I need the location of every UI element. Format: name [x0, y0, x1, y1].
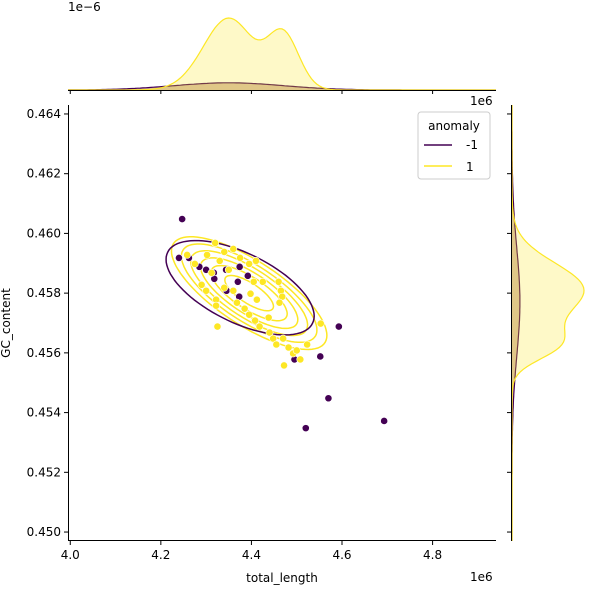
scatter-point-neg1: [301, 424, 310, 433]
x-tick-label: 4.4: [242, 548, 261, 562]
joint-axes: 4.0 4.2 4.4 4.6 4.8 0.4500.4520.4540.4560.45…: [0, 105, 496, 585]
scatter-point-pos1: [213, 322, 222, 331]
scatter-point-pos1: [215, 256, 224, 265]
scatter-point-pos1: [197, 280, 206, 289]
scatter-point-pos1: [203, 251, 211, 259]
legend-title: anomaly: [428, 119, 480, 133]
right-marginal-ticks: [507, 113, 511, 533]
scatter-point-neg1: [324, 394, 333, 403]
scatter-point-neg1: [380, 417, 389, 425]
y-tick-label: 0.464: [27, 107, 61, 121]
scatter-point-pos1: [233, 298, 241, 307]
scatter-point-pos1: [252, 295, 261, 304]
y-tick-label: 0.458: [27, 286, 61, 300]
scatter-point-pos1: [249, 277, 258, 286]
y-tick-label: 0.460: [27, 226, 61, 240]
scatter-point-pos1: [303, 340, 312, 349]
scatter-point-neg1: [178, 215, 187, 223]
scatter-point-neg1: [235, 262, 244, 271]
right-marginal-plot: 1e6: [470, 94, 585, 541]
scatter-point-pos1: [207, 268, 216, 277]
x-axis-label: total_length: [246, 571, 318, 585]
y-tick-label: 0.456: [27, 346, 61, 360]
y-tick-label: 0.454: [27, 406, 61, 420]
scatter-point-pos1: [272, 340, 281, 349]
y-axis-label: GC_content: [0, 288, 13, 358]
top-marginal-offset-label: 1e−6: [68, 0, 101, 14]
scatter-point-pos1: [269, 334, 278, 343]
y-tick-label: 0.462: [27, 167, 61, 181]
scatter-point-neg1: [334, 322, 343, 331]
scatter-point-pos1: [284, 343, 293, 352]
legend: anomaly -1 1: [417, 111, 491, 180]
scatter-point-pos1: [255, 322, 264, 331]
legend-label-neg1: -1: [466, 138, 478, 152]
scatter-point-pos1: [183, 251, 192, 259]
scatter-point-pos1: [190, 259, 199, 268]
scatter-point-pos1: [264, 313, 273, 322]
legend-label-pos1: 1: [466, 160, 474, 174]
scatter-point-pos1: [296, 355, 305, 364]
top-marginal-plot: 1e−6: [68, 0, 496, 94]
scatter-point-pos1: [316, 319, 325, 328]
x-axis-offset-label: 1e6: [470, 570, 493, 584]
top-marginal-ticks: [69, 90, 434, 94]
kde-contour-pos1: [224, 274, 275, 312]
scatter-point-pos1: [251, 316, 259, 325]
scatter-point-pos1: [275, 298, 284, 307]
scatter-points: [175, 215, 389, 433]
top-marginal-fill-neg1: [68, 82, 496, 90]
x-tick-label: 4.6: [332, 548, 351, 562]
scatter-point-pos1: [274, 277, 283, 286]
scatter-point-pos1: [265, 328, 274, 337]
scatter-point-pos1: [245, 310, 254, 319]
scatter-point-pos1: [220, 283, 229, 292]
scatter-point-pos1: [220, 248, 229, 256]
scatter-point-pos1: [212, 301, 221, 310]
scatter-point-pos1: [252, 256, 260, 265]
scatter-point-pos1: [258, 277, 267, 286]
scatter-point-neg1: [316, 352, 325, 361]
x-tick-label: 4.8: [423, 548, 442, 562]
x-tick-label: 4.0: [61, 548, 80, 562]
scatter-point-pos1: [279, 334, 288, 343]
scatter-point-pos1: [280, 361, 288, 370]
scatter-point-pos1: [229, 286, 238, 295]
scatter-point-pos1: [224, 265, 233, 274]
scatter-point-pos1: [246, 289, 255, 298]
scatter-point-pos1: [292, 346, 301, 355]
y-tick-label: 0.450: [27, 525, 61, 539]
x-tick-label: 4.2: [151, 548, 170, 562]
scatter-point-pos1: [236, 253, 245, 262]
scatter-point-pos1: [202, 286, 211, 295]
scatter-point-pos1: [245, 259, 254, 268]
scatter-point-pos1: [211, 239, 220, 247]
y-tick-label: 0.452: [27, 465, 61, 479]
right-marginal-fill-pos1: [512, 105, 584, 541]
right-marginal-offset-label: 1e6: [470, 94, 493, 108]
kde-contour-neg1: [165, 239, 315, 336]
scatter-point-pos1: [240, 304, 249, 313]
scatter-point-neg1: [243, 271, 252, 280]
y-axis-ticks: 0.450 0.452 0.454 0.456 0.458 0.460 0.462 0.464: [27, 107, 68, 539]
scatter-point-neg1: [175, 253, 183, 262]
right-marginal-kde: [511, 105, 585, 541]
top-marginal-fill-pos1: [68, 18, 496, 90]
scatter-point-neg1: [233, 277, 242, 286]
x-axis-ticks: 4.0 4.2 4.4 4.6 4.8: [61, 541, 442, 562]
scatter-point-pos1: [229, 245, 238, 253]
legend-box: [417, 111, 491, 180]
top-marginal-kde: [68, 17, 496, 91]
